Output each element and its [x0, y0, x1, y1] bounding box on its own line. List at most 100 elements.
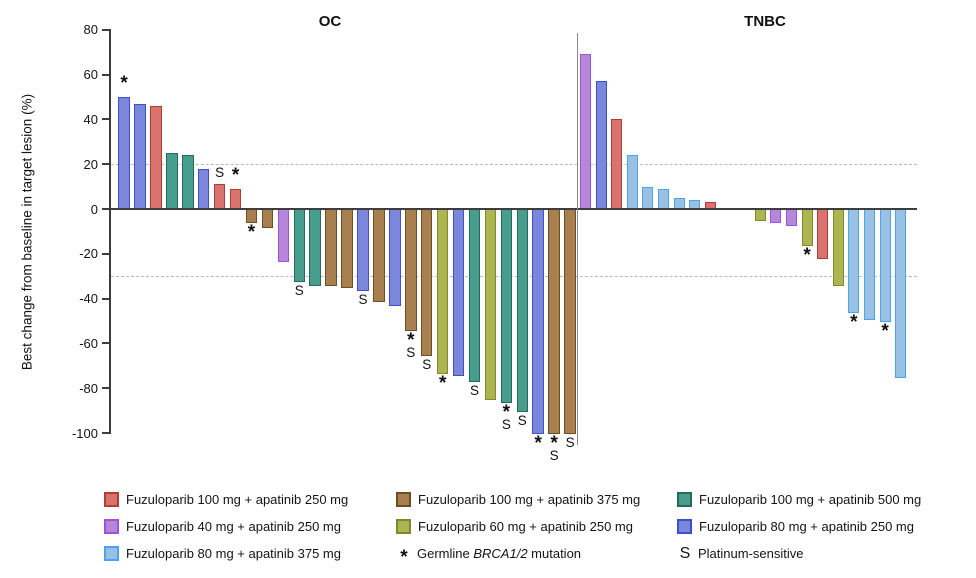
- platinum-marker-symbol: S: [679, 544, 691, 562]
- bar: [452, 209, 465, 376]
- legend-swatch-f40a250: [104, 519, 119, 534]
- legend-item: * Germline BRCA1/2 mutation: [396, 540, 677, 568]
- bar: [832, 209, 844, 287]
- y-axis-label: Best change from baseline in target lesi…: [19, 93, 35, 371]
- brca-marker-symbol: *: [400, 546, 408, 568]
- platinum-sensitive-marker: S: [501, 416, 511, 432]
- legend-label: Germline BRCA1/2 mutation: [417, 546, 582, 561]
- platinum-sensitive-marker: S: [294, 282, 304, 298]
- bar: [879, 209, 891, 322]
- bar: [595, 81, 607, 210]
- bar: [309, 209, 321, 287]
- bar: [848, 209, 860, 314]
- bar: [895, 209, 907, 378]
- bar: [817, 209, 829, 260]
- brca-mutation-marker: *: [120, 73, 128, 94]
- bar: [357, 209, 369, 291]
- platinum-sensitive-marker: S: [565, 435, 575, 450]
- bar: [564, 209, 576, 434]
- bar: [134, 103, 146, 210]
- y-tick: [102, 387, 110, 390]
- legend-swatch-f80a375: [104, 546, 119, 561]
- legend-swatch-f100a250: [104, 492, 119, 507]
- bar: [373, 209, 385, 302]
- platinum-sensitive-marker: S: [215, 165, 225, 181]
- legend-swatch-f80a250: [677, 519, 692, 534]
- y-tick: [102, 28, 110, 31]
- y-tick-label: 40: [83, 111, 98, 127]
- legend-swatch-f100a500: [677, 492, 692, 507]
- bar: [484, 209, 497, 401]
- bar: [405, 209, 417, 331]
- bar: [532, 209, 544, 434]
- legend-label: Fuzuloparib 100 mg + apatinib 375 mg: [418, 492, 641, 507]
- legend-swatch-f100a375: [396, 492, 411, 507]
- brca-mutation-marker: *: [247, 222, 256, 244]
- bar: [277, 209, 290, 262]
- bar: [611, 119, 623, 210]
- bar: [863, 209, 875, 320]
- y-tick: [102, 342, 110, 345]
- legend-label: Platinum-sensitive: [698, 546, 804, 561]
- y-tick-label: -20: [79, 246, 98, 262]
- bar: [325, 209, 337, 287]
- y-tick: [102, 163, 110, 166]
- legend-item: Fuzuloparib 80 mg + apatinib 250 mg: [677, 513, 969, 540]
- bar: [182, 155, 194, 210]
- bar: [229, 188, 242, 210]
- bar: [468, 209, 481, 383]
- y-tick: [102, 208, 110, 210]
- bar: [261, 209, 274, 228]
- bar: [785, 209, 797, 226]
- legend-item: Fuzuloparib 100 mg + apatinib 250 mg: [104, 486, 396, 513]
- legend: Fuzuloparib 100 mg + apatinib 250 mg Fuzu…: [104, 486, 969, 568]
- brca-mutation-marker: *: [550, 433, 558, 454]
- brca-mutation-marker: *: [850, 312, 858, 334]
- legend-item: Fuzuloparib 40 mg + apatinib 250 mg: [104, 513, 396, 540]
- legend-label: Fuzuloparib 100 mg + apatinib 500 mg: [699, 492, 922, 507]
- legend-swatch-f60a250: [396, 519, 411, 534]
- legend-item: S Platinum-sensitive: [677, 540, 969, 567]
- reference-line--30: [111, 276, 917, 278]
- bar: [436, 209, 449, 374]
- y-tick-label: 60: [83, 67, 98, 83]
- platinum-sensitive-marker: S: [549, 448, 559, 463]
- y-tick: [102, 432, 110, 434]
- legend-item: Fuzuloparib 60 mg + apatinib 250 mg: [396, 513, 677, 540]
- bar: [658, 188, 669, 210]
- bar: [642, 186, 654, 210]
- legend-label: Fuzuloparib 80 mg + apatinib 250 mg: [699, 519, 914, 534]
- y-axis-line: [109, 29, 111, 434]
- brca-mutation-marker: *: [803, 244, 811, 266]
- y-tick-label: -60: [79, 335, 98, 351]
- panel-separator: [576, 33, 578, 445]
- x-axis-line: [109, 208, 917, 210]
- y-tick: [102, 252, 110, 255]
- panel-title-tnbc: TNBC: [744, 13, 786, 30]
- y-tick-label: 0: [90, 201, 98, 217]
- platinum-sensitive-marker: S: [517, 412, 527, 428]
- bar: [293, 209, 306, 282]
- brca-mutation-marker: *: [534, 433, 542, 454]
- y-tick-label: -40: [79, 291, 98, 307]
- bar: [197, 168, 210, 210]
- legend-label: Fuzuloparib 60 mg + apatinib 250 mg: [418, 519, 633, 534]
- y-tick: [102, 297, 110, 300]
- legend-item: Fuzuloparib 80 mg + apatinib 375 mg: [104, 540, 396, 567]
- bar: [754, 209, 766, 222]
- brca-mutation-marker: *: [231, 164, 240, 186]
- platinum-sensitive-marker: S: [469, 383, 479, 399]
- brca-mutation-marker: *: [502, 401, 511, 423]
- y-tick-label: -80: [79, 380, 98, 396]
- platinum-sensitive-marker: S: [406, 344, 416, 360]
- y-tick-label: 20: [83, 156, 98, 172]
- bar: [213, 184, 226, 210]
- brca-mutation-marker: *: [438, 372, 447, 394]
- panel-title-oc: OC: [318, 13, 342, 30]
- legend-label: Fuzuloparib 80 mg + apatinib 375 mg: [126, 546, 341, 561]
- bar: [245, 209, 258, 224]
- platinum-sensitive-marker: S: [358, 291, 368, 307]
- y-tick-label: -100: [71, 425, 98, 441]
- y-tick: [102, 118, 110, 121]
